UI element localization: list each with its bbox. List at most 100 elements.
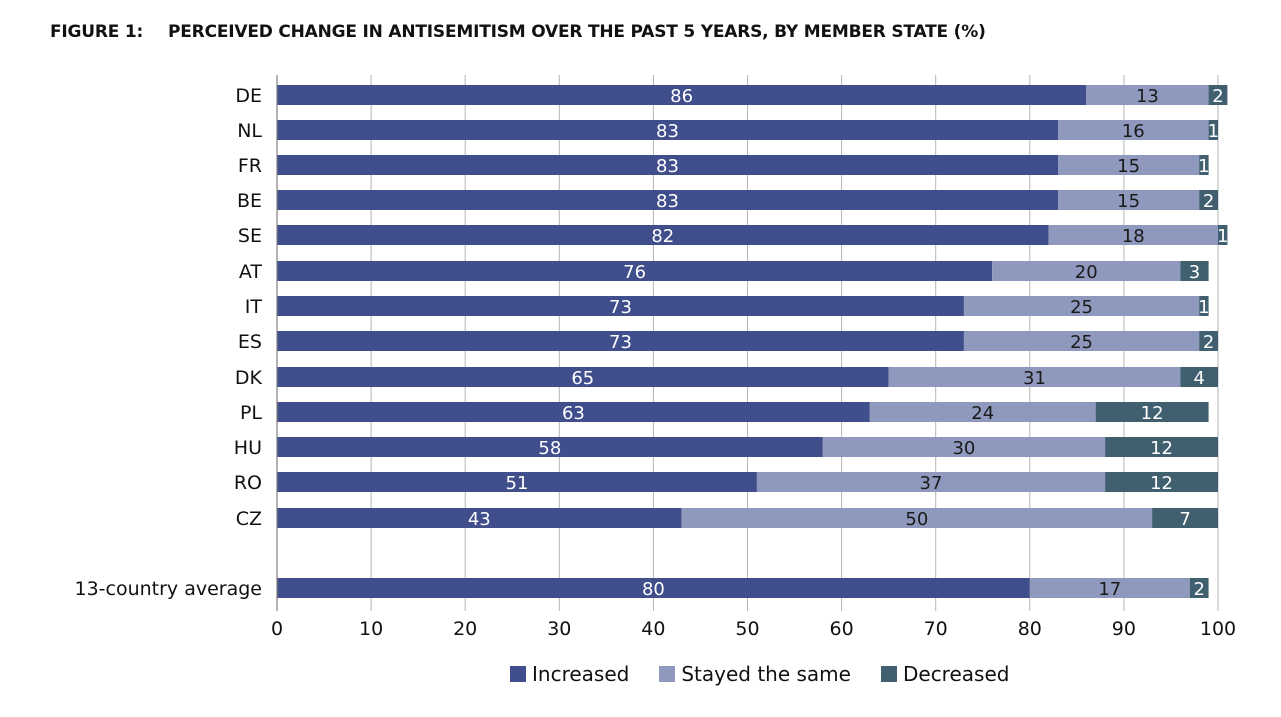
- data-label-13-country-average-stayed-the-same: 17: [1098, 579, 1121, 600]
- bar-it-increased: [277, 296, 964, 316]
- bar-13-country-average-increased: [277, 578, 1030, 598]
- data-label-it-stayed-the-same: 25: [1070, 297, 1093, 318]
- data-label-cz-decreased: 7: [1179, 509, 1190, 530]
- data-label-nl-increased: 83: [656, 121, 679, 142]
- data-label-ro-decreased: 12: [1150, 473, 1173, 494]
- legend-swatch-decreased: [880, 666, 897, 682]
- data-label-es-increased: 73: [609, 332, 632, 353]
- x-tick-label-50: 50: [735, 618, 759, 640]
- x-tick-label-90: 90: [1112, 618, 1136, 640]
- bar-be-increased: [277, 190, 1059, 210]
- legend-label-decreased: Decreased: [902, 662, 1010, 686]
- figure-number: FIGURE 1:: [50, 22, 144, 42]
- figure-title-text: PERCEIVED CHANGE IN ANTISEMITISM OVER TH…: [168, 22, 986, 42]
- legend-swatch-stayed-the-same: [659, 666, 676, 682]
- axis: 0 10 20 30 40 50 60 70 80 90 100: [271, 75, 1236, 640]
- bar-de-increased: [277, 85, 1087, 105]
- data-label-nl-stayed-the-same: 16: [1122, 121, 1145, 142]
- data-label-fr-stayed-the-same: 15: [1117, 156, 1140, 177]
- x-tick-label-80: 80: [1018, 618, 1042, 640]
- data-label-se-decreased: 1: [1217, 226, 1228, 247]
- data-label-pl-stayed-the-same: 24: [971, 403, 994, 424]
- x-tick-label-100: 100: [1200, 618, 1236, 640]
- bar-es-stayed-the-same: [963, 331, 1200, 351]
- bar-cz-stayed-the-same: [681, 508, 1153, 528]
- category-label-at: AT: [239, 261, 263, 283]
- legend-swatch-increased: [510, 666, 526, 682]
- data-label-de-stayed-the-same: 13: [1136, 86, 1159, 107]
- bar-pl-decreased: [1095, 402, 1209, 422]
- category-label-ro: RO: [234, 472, 262, 494]
- data-label-es-decreased: 2: [1203, 332, 1214, 353]
- bar-hu-decreased: [1105, 437, 1218, 457]
- data-label-13-country-average-increased: 80: [642, 579, 665, 600]
- bar-at-decreased: [1180, 261, 1209, 281]
- bar-13-country-average-decreased: [1189, 578, 1209, 598]
- data-label-fr-decreased: 1: [1198, 156, 1209, 177]
- data-label-13-country-average-decreased: 2: [1193, 579, 1204, 600]
- data-label-dk-decreased: 4: [1193, 368, 1204, 389]
- data-label-fr-increased: 83: [656, 156, 679, 177]
- data-label-de-increased: 86: [670, 86, 693, 107]
- x-tick-label-10: 10: [359, 618, 383, 640]
- x-tick-label-30: 30: [547, 618, 571, 640]
- bar-pl-increased: [277, 402, 870, 422]
- bar-at-increased: [277, 261, 993, 281]
- bar-cz-increased: [277, 508, 682, 528]
- bar-dk-stayed-the-same: [888, 367, 1181, 387]
- data-label-hu-stayed-the-same: 30: [952, 438, 975, 459]
- data-label-de-decreased: 2: [1212, 86, 1223, 107]
- figure-title: FIGURE 1: PERCEIVED CHANGE IN ANTISEMITIS…: [50, 22, 986, 42]
- category-labels: DE NL FR BE SE AT IT ES DK PL HU RO CZ 13-country ave…: [74, 85, 262, 600]
- category-label-se: SE: [238, 225, 262, 247]
- bar-dk-increased: [277, 367, 889, 387]
- data-label-cz-increased: 43: [468, 509, 491, 530]
- bar-nl-increased: [277, 120, 1059, 140]
- data-label-at-decreased: 3: [1189, 262, 1200, 283]
- data-label-es-stayed-the-same: 25: [1070, 332, 1093, 353]
- bar-se-stayed-the-same: [1048, 225, 1218, 245]
- bar-es-decreased: [1199, 331, 1218, 351]
- data-label-be-decreased: 2: [1203, 191, 1214, 212]
- data-label-hu-increased: 58: [538, 438, 561, 459]
- category-label-13-country-average: 13-country average: [74, 578, 262, 600]
- data-label-ro-increased: 51: [506, 473, 529, 494]
- bar-it-decreased: [1199, 296, 1209, 316]
- data-label-pl-increased: 63: [562, 403, 585, 424]
- legend-label-increased: Increased: [532, 662, 630, 686]
- bar-segments: 86 13 283 16 183 15 183 15 282 18 176 20 373 25 173 25 2…: [277, 85, 1228, 600]
- data-label-hu-decreased: 12: [1150, 438, 1173, 459]
- bar-se-increased: [277, 225, 1049, 245]
- category-label-fr: FR: [238, 155, 262, 177]
- bar-pl-stayed-the-same: [869, 402, 1096, 422]
- data-label-be-increased: 83: [656, 191, 679, 212]
- bar-dk-decreased: [1180, 367, 1218, 387]
- legend: Increased Stayed the same Decreased: [510, 662, 1009, 686]
- category-label-cz: CZ: [236, 508, 262, 530]
- x-tick-label-20: 20: [453, 618, 477, 640]
- category-label-dk: DK: [235, 367, 263, 389]
- category-label-it: IT: [245, 296, 263, 318]
- data-label-se-stayed-the-same: 18: [1122, 226, 1145, 247]
- x-tick-label-40: 40: [641, 618, 665, 640]
- legend-item-increased: Increased: [510, 662, 629, 686]
- bar-fr-stayed-the-same: [1058, 155, 1200, 175]
- bar-nl-stayed-the-same: [1058, 120, 1209, 140]
- category-label-be: BE: [237, 190, 262, 212]
- category-label-pl: PL: [240, 402, 262, 424]
- category-label-de: DE: [235, 85, 262, 107]
- legend-item-decreased: Decreased: [880, 662, 1010, 686]
- bar-es-increased: [277, 331, 964, 351]
- bar-hu-increased: [277, 437, 823, 457]
- bar-nl-decreased: [1208, 120, 1218, 140]
- data-label-dk-stayed-the-same: 31: [1023, 368, 1046, 389]
- bar-be-decreased: [1199, 190, 1218, 210]
- bar-fr-increased: [277, 155, 1059, 175]
- data-label-ro-stayed-the-same: 37: [920, 473, 943, 494]
- data-label-pl-decreased: 12: [1141, 403, 1164, 424]
- bar-ro-decreased: [1105, 472, 1218, 492]
- bar-it-stayed-the-same: [963, 296, 1200, 316]
- bar-de-stayed-the-same: [1086, 85, 1209, 105]
- data-label-it-decreased: 1: [1198, 297, 1209, 318]
